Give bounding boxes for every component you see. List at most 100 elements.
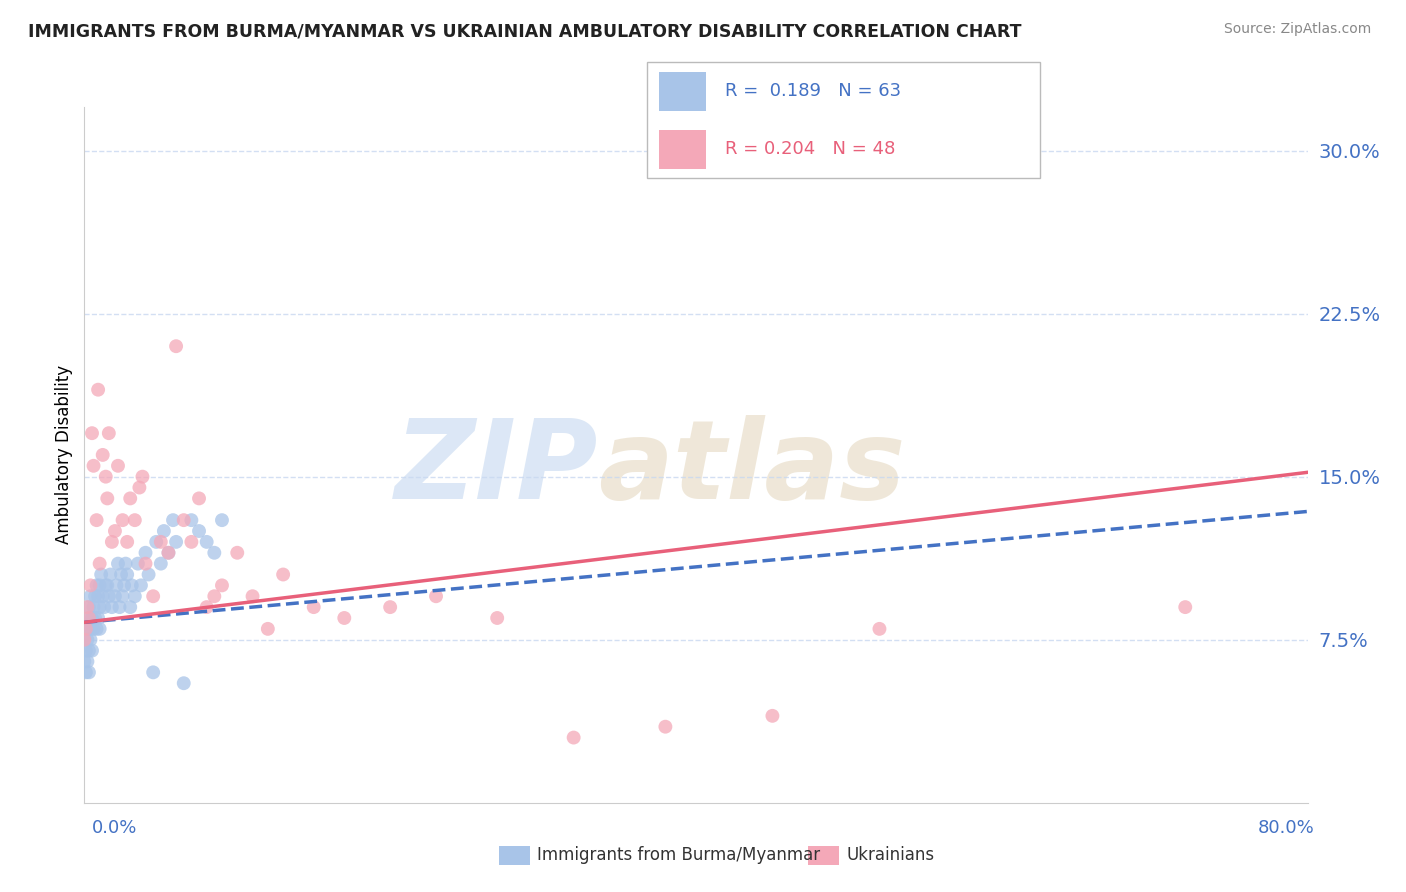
Text: R =  0.189   N = 63: R = 0.189 N = 63 [725,82,901,101]
Point [77,611,100,625]
Point [84,611,107,625]
Point [188,524,211,538]
Point [91,448,114,462]
Point [157,546,180,560]
Text: R = 0.204   N = 48: R = 0.204 N = 48 [725,140,896,159]
Point [257,622,280,636]
Point [104,589,127,603]
Point [195,535,218,549]
Point [89,600,111,615]
Point [654,720,676,734]
Point [77,611,100,625]
Point [94,469,117,483]
Point [131,469,153,483]
Point [142,589,165,603]
Point [110,567,132,582]
Point [96,491,118,506]
Point [121,578,143,592]
Bar [658,71,706,112]
Point [173,513,195,527]
Point [80,426,103,441]
Point [75,622,97,636]
Point [195,600,218,615]
Point [111,589,134,603]
Point [129,578,152,592]
Point [153,524,176,538]
Point [83,600,105,615]
Point [79,578,101,592]
Point [271,567,294,582]
Point [86,622,108,636]
Text: Source: ZipAtlas.com: Source: ZipAtlas.com [1223,22,1371,37]
Point [120,600,142,615]
Point [145,535,167,549]
Point [869,622,891,636]
Point [76,632,98,647]
Point [149,535,172,549]
Point [173,676,195,690]
Y-axis label: Ambulatory Disability: Ambulatory Disability [55,366,73,544]
Text: ZIP: ZIP [395,416,598,523]
Point [101,600,124,615]
Point [180,535,202,549]
Point [165,535,187,549]
Point [120,491,142,506]
Point [86,513,108,527]
Point [87,611,110,625]
Point [127,557,149,571]
Text: Ukrainians: Ukrainians [846,847,935,864]
Point [149,557,172,571]
Point [211,513,233,527]
FancyBboxPatch shape [647,62,1040,178]
Point [80,643,103,657]
Point [91,589,114,603]
Point [75,665,97,680]
Point [105,578,128,592]
Text: 80.0%: 80.0% [1258,819,1315,837]
Point [124,513,146,527]
Point [76,600,98,615]
Point [1174,600,1197,615]
Point [101,535,124,549]
Point [142,665,165,680]
Point [80,611,103,625]
Point [115,535,138,549]
Text: IMMIGRANTS FROM BURMA/MYANMAR VS UKRAINIAN AMBULATORY DISABILITY CORRELATION CHA: IMMIGRANTS FROM BURMA/MYANMAR VS UKRAINI… [28,22,1022,40]
Point [97,426,120,441]
Point [135,546,157,560]
Point [425,589,447,603]
Point [75,643,97,657]
Point [211,578,233,592]
Point [77,600,100,615]
Point [73,632,96,647]
Point [94,578,117,592]
Point [83,458,105,473]
Point [188,491,211,506]
Point [90,567,112,582]
Point [761,708,783,723]
Point [87,589,110,603]
Point [83,622,105,636]
Point [97,589,120,603]
Point [138,567,160,582]
Point [135,557,157,571]
Point [180,513,202,527]
Text: Immigrants from Burma/Myanmar: Immigrants from Burma/Myanmar [537,847,820,864]
Point [84,589,107,603]
Point [77,665,100,680]
Point [242,589,264,603]
Point [115,567,138,582]
Point [98,567,121,582]
Point [562,731,585,745]
Point [111,513,134,527]
Point [76,655,98,669]
Point [114,557,136,571]
Point [165,339,187,353]
Point [202,589,225,603]
Point [128,481,150,495]
Point [96,578,118,592]
Text: 0.0%: 0.0% [91,819,136,837]
Bar [658,129,706,169]
Point [86,578,108,592]
Point [107,557,129,571]
